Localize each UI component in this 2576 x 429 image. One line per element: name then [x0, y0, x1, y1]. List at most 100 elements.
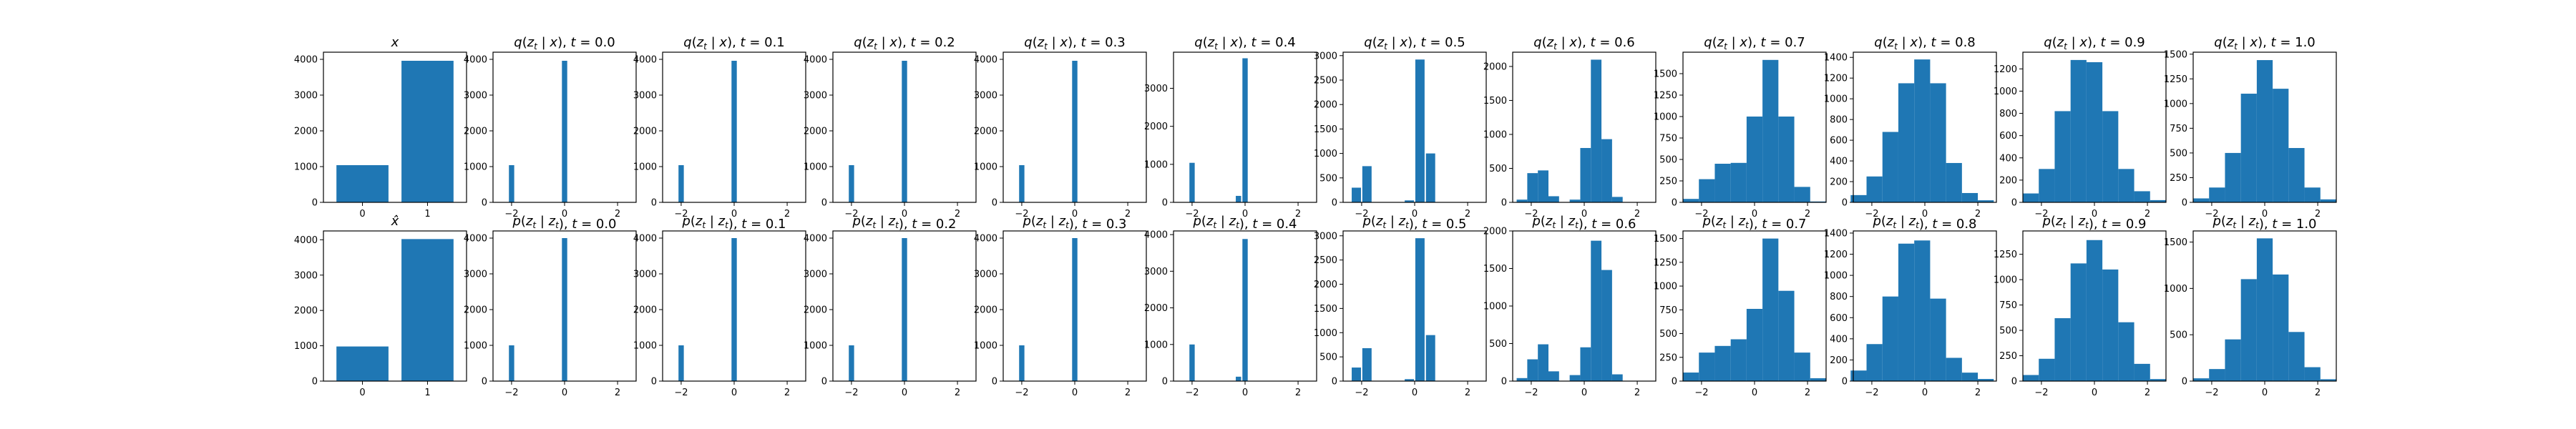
- x-tick-label: −2: [504, 209, 518, 220]
- y-tick-label: 2000: [1144, 122, 1168, 132]
- y-tick-label: 3000: [1144, 84, 1168, 94]
- y-tick-label: 2000: [633, 127, 657, 137]
- x-tick-label: 0: [359, 209, 365, 220]
- histogram-bar: [1914, 240, 1931, 381]
- y-tick-label: 0: [651, 198, 657, 209]
- x-tick-label: 0: [1242, 209, 1248, 220]
- histogram-bar: [2086, 62, 2103, 202]
- axes-frame: [832, 230, 977, 382]
- axes-frame: [1512, 51, 1657, 203]
- x-tick-label: −2: [1355, 209, 1368, 220]
- subplot-16: −2 0 2 0 1000 2000 3000 4000 p(zt | zt), t = 0.3: [974, 214, 1147, 398]
- histogram-bar: [2273, 89, 2289, 202]
- panel-title: p(zt | zt), t = 0.0: [512, 214, 616, 232]
- histogram-bar: [1794, 352, 1810, 381]
- histogram-bar: [1405, 379, 1415, 381]
- histogram-bar: [2320, 379, 2336, 381]
- histogram-bar: [849, 165, 854, 202]
- histogram-bar: [2288, 148, 2305, 202]
- x-tick-label: −2: [2034, 388, 2048, 398]
- x-tick-label: 2: [615, 388, 620, 398]
- histogram-bar: [1866, 176, 1883, 202]
- y-tick-label: 2500: [1314, 255, 1337, 266]
- x-tick-label: −2: [844, 209, 858, 220]
- x-tick-label: 0: [1242, 388, 1248, 398]
- subplot-19: −2 0 2 0 500 1000 1500 2000 p(zt | zt), t = 0.6: [1483, 214, 1657, 398]
- histogram-bar: [1882, 296, 1898, 381]
- histogram-bar: [1362, 166, 1372, 202]
- y-tick-label: 1000: [1144, 159, 1168, 170]
- x-tick-label: 0: [562, 388, 567, 398]
- x-tick-label: 0: [2092, 388, 2097, 398]
- y-tick-label: 250: [1999, 351, 2017, 362]
- x-tick-label: 0: [1412, 388, 1418, 398]
- x-tick-label: −2: [1015, 209, 1028, 220]
- y-tick-label: 1000: [1994, 87, 2017, 97]
- histogram-bar: [1850, 370, 1867, 381]
- panel-title: q(zt | x), t = 0.4: [1194, 35, 1296, 51]
- subplot-8: −2 0 2 0 250 500 750 1000 1250 1500 q(zt | x), t =…: [1654, 35, 1827, 220]
- histogram-bar: [1714, 164, 1731, 202]
- panel-title: x̂: [391, 214, 399, 229]
- y-tick-label: 2000: [1144, 303, 1168, 314]
- histogram-bar: [1611, 374, 1623, 381]
- y-tick-label: 4000: [804, 234, 827, 245]
- histogram-bar: [1580, 347, 1591, 381]
- axes-frame: [1853, 230, 1997, 382]
- y-tick-label: 0: [1842, 198, 1848, 209]
- histogram-bar: [1580, 147, 1591, 202]
- histogram-bar: [1516, 199, 1528, 202]
- subplot-15: −2 0 2 0 1000 2000 3000 4000 p(zt | zt), t = 0.2: [804, 214, 977, 398]
- axes-frame: [1682, 230, 1827, 382]
- y-tick-label: 2000: [294, 127, 318, 137]
- histogram-bar: [2054, 318, 2071, 381]
- x-tick-label: 0: [1581, 209, 1587, 220]
- histogram-bar: [2304, 187, 2321, 202]
- y-tick-label: 0: [1162, 198, 1168, 209]
- subplot-23: −2 0 2 0 500 1000 1500 p(zt | zt), t = 1.0: [2164, 214, 2337, 398]
- y-tick-label: 1000: [633, 341, 657, 352]
- histogram-bar: [1538, 170, 1548, 202]
- y-tick-label: 500: [2170, 330, 2187, 341]
- x-tick-label: −2: [2205, 388, 2218, 398]
- subplot-4: −2 0 2 0 1000 2000 3000 4000 q(zt | x), t = 0.3: [974, 35, 1147, 220]
- axes-frame: [2192, 230, 2337, 382]
- subplot-2: −2 0 2 0 1000 2000 3000 4000 q(zt | x), t = 0.1: [633, 35, 806, 220]
- panel-title: q(zt | x), t = 0.2: [854, 35, 955, 51]
- y-tick-label: 3000: [1314, 51, 1337, 61]
- histogram-bar: [1978, 200, 1994, 202]
- subplot-5: −2 0 2 0 1000 2000 3000 q(zt | x), t = 0.4: [1144, 35, 1317, 220]
- panel-title: p(zt | zt), t = 0.3: [1022, 214, 1126, 232]
- subplot-21: −2 0 2 0 200 400 600 800 1000 1200 1400 p(zt | zt),…: [1824, 214, 1997, 398]
- histogram-bar: [1425, 335, 1435, 381]
- panel-title: q(zt | x), t = 0.8: [1874, 35, 1976, 51]
- axes-frame: [1853, 51, 1997, 203]
- axes-frame: [1002, 51, 1147, 203]
- x-tick-label: −2: [1185, 388, 1199, 398]
- histogram-bar: [1189, 344, 1195, 381]
- histogram-bar: [1425, 153, 1435, 202]
- y-tick-label: 800: [1830, 115, 1848, 126]
- y-tick-label: 2000: [974, 305, 997, 316]
- y-tick-label: 4000: [633, 55, 657, 66]
- histogram-bar: [1961, 192, 1979, 202]
- histogram-bar: [1699, 352, 1715, 381]
- y-tick-label: 3000: [1314, 231, 1337, 242]
- y-tick-label: 1000: [1314, 149, 1337, 159]
- y-tick-label: 2000: [804, 127, 827, 137]
- y-tick-label: 200: [1830, 355, 1848, 366]
- histogram-bar: [2118, 322, 2135, 381]
- histogram-bar: [1810, 378, 1826, 381]
- y-tick-label: 1500: [2164, 237, 2187, 248]
- histogram-bar: [1236, 195, 1241, 202]
- x-tick-label: 0: [902, 388, 907, 398]
- y-tick-label: 2000: [1483, 227, 1507, 237]
- y-tick-label: 3000: [464, 91, 487, 102]
- subplot-9: −2 0 2 0 200 400 600 800 1000 1200 1400 q(zt | x), …: [1824, 35, 1997, 220]
- axes-frame: [832, 51, 977, 203]
- histogram-bar: [678, 345, 684, 381]
- y-tick-label: 500: [1319, 352, 1337, 363]
- panel-title: p(zt | zt), t = 1.0: [2212, 214, 2316, 232]
- y-tick-label: 600: [1830, 136, 1848, 147]
- x-tick-label: 0: [731, 388, 737, 398]
